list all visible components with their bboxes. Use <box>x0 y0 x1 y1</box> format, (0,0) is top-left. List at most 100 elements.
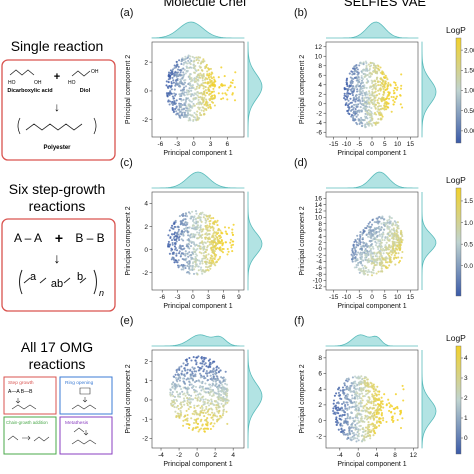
scatter-point <box>373 228 376 231</box>
scatter-point <box>187 408 190 411</box>
scatter-point <box>365 96 368 99</box>
scatter-point <box>176 261 179 264</box>
scatter-point <box>173 94 177 97</box>
scatter-point <box>352 381 355 384</box>
scatter-point <box>194 397 197 400</box>
scatter-point <box>371 260 374 263</box>
scatter-point <box>372 428 375 431</box>
scatter-point <box>379 66 382 69</box>
scatter-point <box>217 371 220 374</box>
scatter-point <box>203 368 206 371</box>
scatter-point <box>183 374 186 377</box>
scatter-point <box>183 94 186 97</box>
scatter-point <box>335 416 338 419</box>
scatter-point <box>173 406 176 409</box>
scatter-point <box>175 406 178 409</box>
scatter-point <box>191 240 194 243</box>
scatter-point <box>356 77 359 80</box>
scatter-point <box>188 243 191 246</box>
scatter-point <box>199 260 202 263</box>
y-axis-label: Principal component 2 <box>299 364 306 433</box>
scatter-point <box>204 214 208 217</box>
scatter-point <box>180 80 183 83</box>
scatter-point <box>363 72 366 75</box>
scatter-point <box>193 413 196 416</box>
scatter-point <box>218 237 221 240</box>
right-density-curve <box>247 41 263 138</box>
scatter-point <box>349 97 352 100</box>
scatter-point <box>198 399 202 403</box>
scatter-point <box>216 219 219 222</box>
scatter-point <box>211 83 214 86</box>
scatter-point <box>186 413 189 417</box>
scatter-point <box>169 236 172 240</box>
scatter-point <box>181 92 184 95</box>
scatter-point <box>362 388 365 391</box>
scatter-point <box>186 57 189 60</box>
scatter-point <box>211 382 214 385</box>
scatter-point <box>363 386 366 389</box>
scatter-point <box>225 410 228 413</box>
scatter-point <box>372 69 375 72</box>
scatter-point <box>171 243 174 246</box>
scatter-point <box>336 409 339 412</box>
scatter-point <box>380 233 383 236</box>
scatter-point <box>226 253 229 256</box>
scatter-point <box>197 96 200 99</box>
scatter-point <box>369 113 372 116</box>
scatter-point <box>189 236 192 239</box>
scatter-point <box>352 96 355 99</box>
scatter-point <box>360 116 363 119</box>
x-axis-label: Principal component 1 <box>163 303 232 310</box>
scatter-point <box>182 266 185 269</box>
scatter-point <box>361 392 364 395</box>
y-tick-label: 2 <box>144 224 148 231</box>
scatter-point <box>182 377 185 380</box>
scatter-point <box>167 240 170 243</box>
scatter-point <box>217 367 220 370</box>
scatter-point <box>392 96 395 99</box>
ring-opening-box <box>59 376 113 415</box>
scatter-point <box>207 76 210 79</box>
scatter-point <box>352 252 355 255</box>
scatter-point <box>382 419 385 422</box>
top-density-curve <box>151 171 245 189</box>
y-tick-label: 10 <box>315 53 323 60</box>
scatter-point <box>383 239 386 242</box>
scatter-point <box>397 261 401 264</box>
scatter-point <box>188 254 191 257</box>
scatter-point <box>378 227 382 230</box>
scatter-point <box>344 404 347 407</box>
scatter-point <box>215 408 218 411</box>
scatter-point <box>204 357 207 360</box>
right-density-curve <box>421 350 437 449</box>
scatter-point <box>203 245 206 248</box>
scatter-point <box>368 270 371 273</box>
scatter-point <box>179 253 183 257</box>
scatter-point <box>356 257 359 260</box>
scatter-point <box>369 417 372 420</box>
chain-growth-label: Chain-growth addition <box>6 420 48 425</box>
scatter-point <box>349 416 352 419</box>
scatter-point <box>218 386 221 389</box>
scatter-point <box>175 414 178 418</box>
scatter-point <box>367 235 370 238</box>
scatter-point <box>183 399 186 402</box>
scatter-point <box>376 390 379 393</box>
y-axis-label: Principal component 2 <box>125 364 132 433</box>
scatter-point <box>203 96 206 100</box>
scatter-point <box>374 404 377 407</box>
scatter-point <box>178 250 181 253</box>
scatter-point <box>368 105 371 109</box>
scatter-point <box>348 406 351 409</box>
scatter-point <box>220 399 223 402</box>
y-tick-label: -2 <box>316 252 322 259</box>
scatter-point <box>383 86 386 89</box>
scatter-point <box>180 94 183 97</box>
scatter-point <box>217 234 221 237</box>
scatter-point <box>186 107 189 110</box>
scatter-point <box>208 388 211 391</box>
scatter-point <box>214 237 217 240</box>
scatter-point <box>373 111 377 114</box>
scatter-point <box>191 251 194 254</box>
